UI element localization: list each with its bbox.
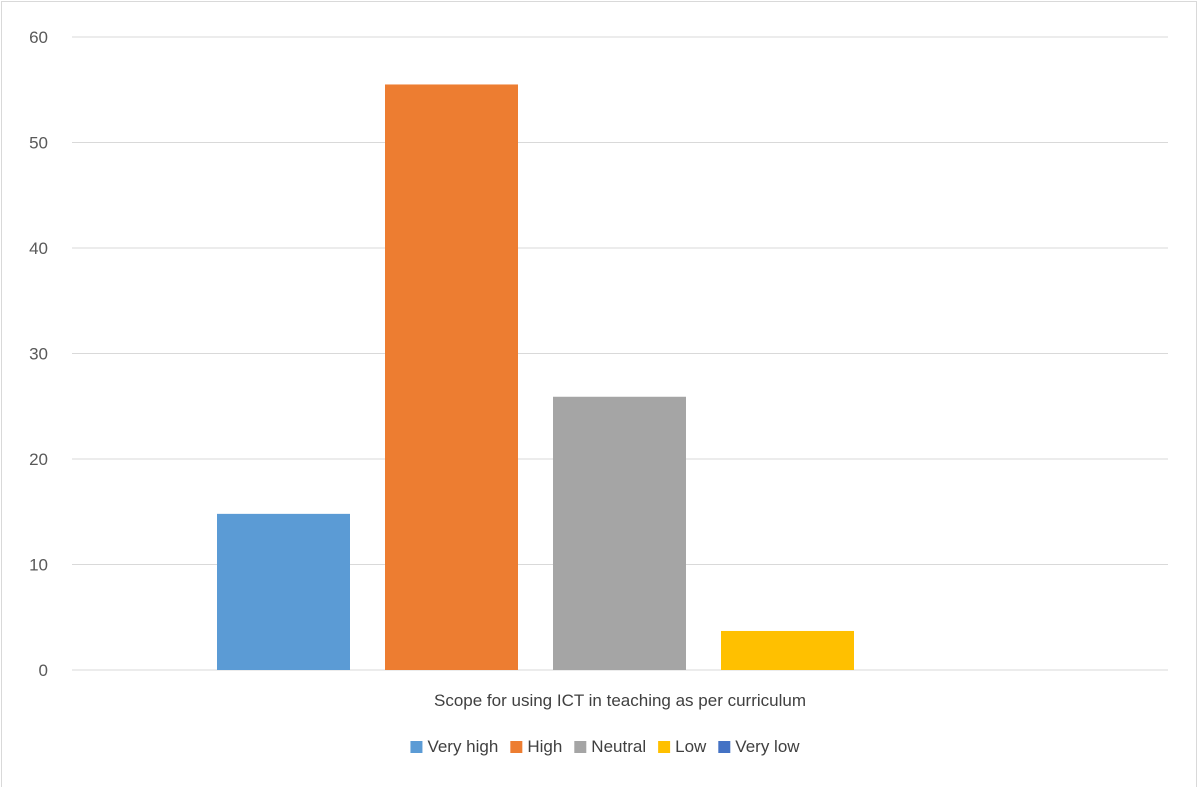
legend: Very high High Neutral Low Very low: [410, 737, 800, 756]
legend-swatch: [658, 741, 671, 753]
y-tick-label: 0: [39, 661, 48, 680]
bar-very-high: [217, 513, 350, 670]
bar-high: [385, 84, 518, 671]
bar-low: [721, 630, 854, 670]
bar-neutral: [553, 396, 686, 670]
y-tick-label: 60: [29, 28, 48, 47]
y-axis-ticks: 0 10 20 30 40 50 60: [29, 28, 48, 680]
legend-swatch: [410, 741, 423, 753]
y-tick-label: 30: [29, 345, 48, 364]
bars: [217, 84, 854, 671]
y-tick-label: 50: [29, 134, 48, 153]
legend-label: Very high: [427, 737, 498, 756]
legend-swatch: [574, 741, 587, 753]
legend-label: Neutral: [591, 737, 646, 756]
legend-swatch: [510, 741, 523, 753]
y-tick-label: 40: [29, 239, 48, 258]
legend-swatch: [718, 741, 731, 753]
legend-label: Very low: [735, 737, 800, 756]
y-tick-label: 10: [29, 556, 48, 575]
x-axis-label: Scope for using ICT in teaching as per c…: [434, 691, 806, 710]
y-tick-label: 20: [29, 450, 48, 469]
legend-label: High: [527, 737, 562, 756]
legend-label: Low: [675, 737, 707, 756]
